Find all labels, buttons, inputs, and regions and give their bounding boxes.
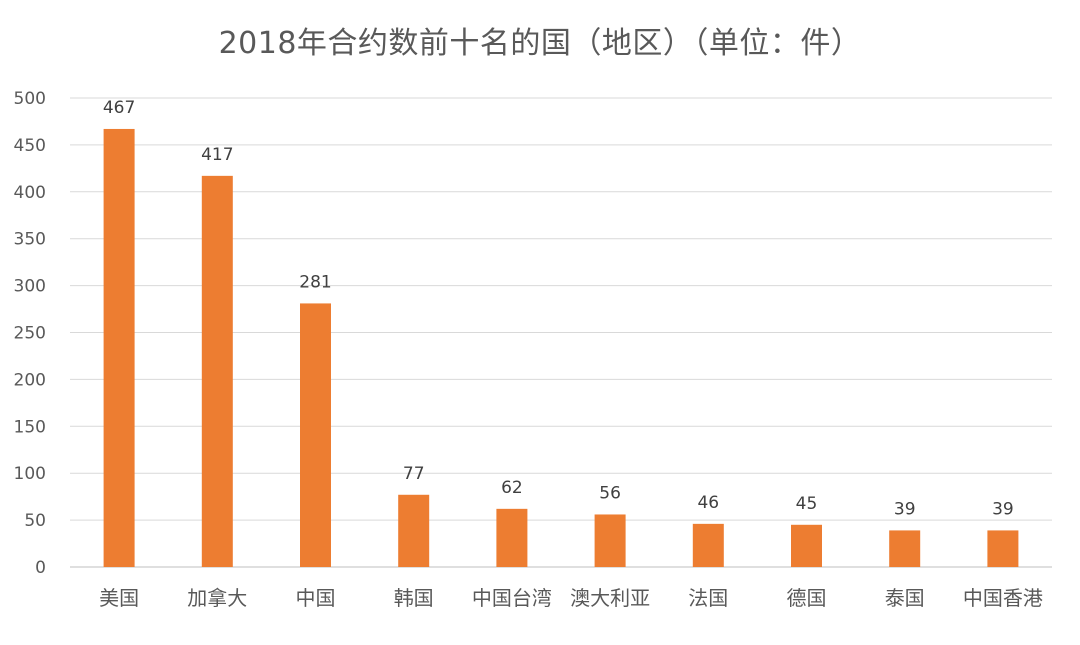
y-tick-label: 100 [14,464,46,484]
y-tick-label: 350 [14,230,46,250]
x-tick-label: 中国 [296,586,336,610]
bar [791,524,822,567]
y-tick-label: 300 [14,277,46,297]
y-tick-label: 450 [14,136,46,156]
bar [300,303,331,567]
y-tick-label: 150 [14,417,46,437]
x-tick-label: 美国 [99,586,139,610]
x-tick-label: 泰国 [885,586,925,610]
bar [692,523,724,567]
y-tick-label: 0 [35,558,46,578]
bar [594,514,626,567]
y-tick-label: 500 [14,89,46,109]
x-tick-label: 加拿大 [187,586,247,610]
bar [987,530,1019,567]
bar [889,530,921,567]
data-label: 281 [299,272,331,292]
data-label: 56 [599,483,621,503]
x-tick-label: 法国 [688,586,728,610]
data-label: 467 [103,98,135,118]
y-tick-label: 200 [14,370,46,390]
x-tick-label: 澳大利亚 [570,586,650,610]
data-label: 45 [796,494,818,514]
data-label: 77 [403,464,425,484]
chart-title: 2018年合约数前十名的国（地区）（单位：件） [218,26,862,61]
data-label: 39 [894,499,916,519]
data-label: 417 [201,145,233,165]
x-tick-label: 中国香港 [963,586,1043,610]
x-tick-label: 韩国 [394,586,434,610]
bar [398,494,430,567]
y-tick-label: 400 [14,183,46,203]
y-tick-label: 50 [24,511,46,531]
bar [201,175,233,567]
bar [496,508,528,567]
data-label: 46 [697,493,719,513]
bar [103,128,135,568]
data-label: 39 [992,499,1014,519]
data-label: 62 [501,478,523,498]
x-tick-label: 德国 [787,586,827,610]
x-tick-label: 中国台湾 [472,586,552,610]
y-tick-label: 250 [14,324,46,344]
